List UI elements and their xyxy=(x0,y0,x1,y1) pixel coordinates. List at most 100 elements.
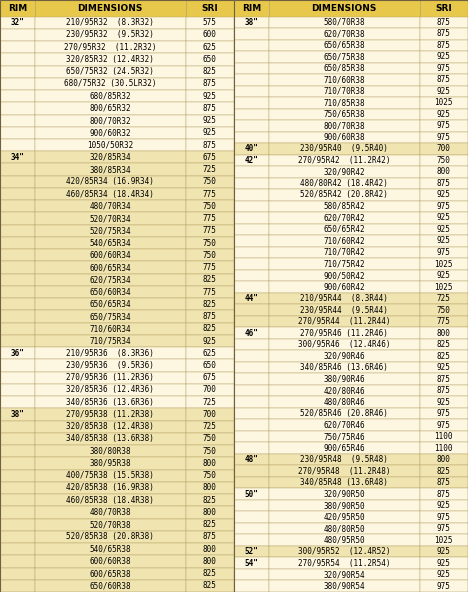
Bar xyxy=(35,262,186,274)
Bar xyxy=(234,201,269,212)
Bar xyxy=(35,102,186,114)
Text: 750: 750 xyxy=(203,202,217,211)
Text: 825: 825 xyxy=(203,324,217,333)
Bar xyxy=(35,347,186,359)
Bar xyxy=(186,568,234,580)
Text: 270/95R48  (11.2R48): 270/95R48 (11.2R48) xyxy=(298,466,390,475)
Text: 420/85R38 (16.9R38): 420/85R38 (16.9R38) xyxy=(66,484,154,493)
Bar xyxy=(420,166,468,178)
Bar xyxy=(35,90,186,102)
Bar xyxy=(269,0,420,17)
Text: 420/95R50: 420/95R50 xyxy=(323,513,365,522)
Text: 50": 50" xyxy=(244,490,258,498)
Text: 210/95R36  (8.3R36): 210/95R36 (8.3R36) xyxy=(66,349,154,358)
Bar xyxy=(420,535,468,546)
Bar xyxy=(186,408,234,420)
Bar xyxy=(269,201,420,212)
Text: 48": 48" xyxy=(244,455,258,464)
Bar xyxy=(35,41,186,53)
Bar xyxy=(186,396,234,408)
Text: 625: 625 xyxy=(203,43,217,52)
Bar xyxy=(234,431,269,442)
Bar xyxy=(35,384,186,396)
Bar xyxy=(186,286,234,298)
Bar xyxy=(186,420,234,433)
Bar xyxy=(0,225,35,237)
Text: RIM: RIM xyxy=(7,4,27,13)
Text: 925: 925 xyxy=(437,52,451,62)
Bar xyxy=(420,201,468,212)
Bar xyxy=(420,454,468,465)
Bar xyxy=(420,143,468,155)
Bar xyxy=(186,359,234,372)
Bar xyxy=(35,335,186,347)
Bar xyxy=(234,51,269,63)
Bar xyxy=(0,176,35,188)
Bar xyxy=(0,347,35,359)
Text: 460/85R38 (18.4R38): 460/85R38 (18.4R38) xyxy=(66,496,154,504)
Text: 650/75R32 (24.5R32): 650/75R32 (24.5R32) xyxy=(66,67,154,76)
Bar xyxy=(234,339,269,350)
Bar xyxy=(35,127,186,139)
Text: SRI: SRI xyxy=(435,4,452,13)
Text: 875: 875 xyxy=(437,386,451,395)
Text: 270/95R54  (11.2R54): 270/95R54 (11.2R54) xyxy=(298,559,390,568)
Text: 975: 975 xyxy=(437,121,451,130)
Text: 480/95R50: 480/95R50 xyxy=(323,536,365,545)
Text: 480/70R34: 480/70R34 xyxy=(89,202,131,211)
Text: 600: 600 xyxy=(203,30,217,40)
Bar xyxy=(0,531,35,543)
Bar xyxy=(186,41,234,53)
Bar xyxy=(0,469,35,482)
Bar xyxy=(420,385,468,397)
Bar xyxy=(269,86,420,97)
Text: 925: 925 xyxy=(437,110,451,119)
Text: 230/95R44  (9.5R44): 230/95R44 (9.5R44) xyxy=(300,305,388,314)
Bar xyxy=(420,224,468,235)
Text: 300/95R52  (12.4R52): 300/95R52 (12.4R52) xyxy=(298,547,390,556)
Text: 320/85R36 (12.4R36): 320/85R36 (12.4R36) xyxy=(66,385,154,394)
Bar xyxy=(234,17,269,28)
Text: 270/95R32  (11.2R32): 270/95R32 (11.2R32) xyxy=(64,43,156,52)
Text: 825: 825 xyxy=(437,352,451,361)
Bar xyxy=(0,78,35,90)
Bar xyxy=(420,581,468,592)
Text: 800: 800 xyxy=(203,557,217,566)
Bar xyxy=(0,102,35,114)
Bar xyxy=(269,558,420,569)
Bar xyxy=(269,189,420,201)
Text: 975: 975 xyxy=(437,133,451,142)
Bar xyxy=(186,555,234,568)
Bar xyxy=(35,298,186,310)
Bar xyxy=(35,568,186,580)
Bar xyxy=(35,29,186,41)
Bar xyxy=(234,247,269,258)
Text: 620/75R34: 620/75R34 xyxy=(89,275,131,284)
Text: 650/75R38: 650/75R38 xyxy=(323,52,365,62)
Bar xyxy=(234,385,269,397)
Text: 320/85R32 (12.4R32): 320/85R32 (12.4R32) xyxy=(66,55,154,64)
Text: 725: 725 xyxy=(437,294,451,303)
Bar xyxy=(0,482,35,494)
Bar xyxy=(186,29,234,41)
Bar xyxy=(234,40,269,51)
Bar xyxy=(186,114,234,127)
Text: 1025: 1025 xyxy=(434,259,453,269)
Bar xyxy=(234,558,269,569)
Text: 875: 875 xyxy=(437,478,451,487)
Bar xyxy=(269,419,420,431)
Bar xyxy=(186,506,234,519)
Bar xyxy=(35,286,186,298)
Bar xyxy=(269,362,420,374)
Bar xyxy=(234,281,269,293)
Bar xyxy=(420,500,468,511)
Bar xyxy=(269,408,420,419)
Bar xyxy=(269,327,420,339)
Text: 620/70R42: 620/70R42 xyxy=(323,214,365,223)
Text: 900/60R32: 900/60R32 xyxy=(89,128,131,137)
Text: 230/95R32  (9.5R32): 230/95R32 (9.5R32) xyxy=(66,30,154,40)
Text: 975: 975 xyxy=(437,409,451,418)
Text: 625: 625 xyxy=(203,349,217,358)
Bar xyxy=(0,127,35,139)
Bar xyxy=(420,362,468,374)
